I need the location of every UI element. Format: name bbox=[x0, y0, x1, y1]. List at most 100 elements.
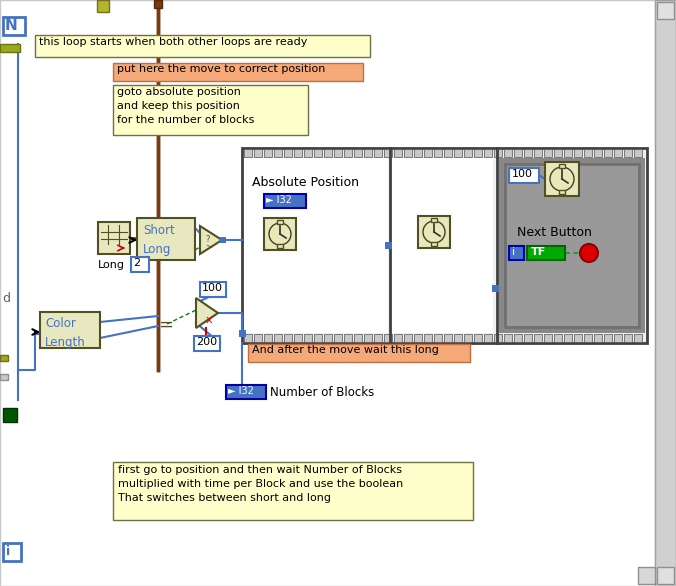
Bar bbox=[248, 344, 470, 362]
Bar bbox=[414, 334, 422, 342]
Bar bbox=[394, 334, 402, 342]
Bar bbox=[242, 148, 647, 343]
Text: Short
Long: Short Long bbox=[143, 224, 175, 256]
Bar bbox=[0, 44, 20, 52]
Bar bbox=[484, 149, 492, 157]
Bar bbox=[544, 334, 552, 342]
Bar bbox=[514, 149, 522, 157]
Bar bbox=[574, 334, 582, 342]
Bar bbox=[634, 334, 642, 342]
Text: Long: Long bbox=[98, 260, 125, 270]
Bar bbox=[604, 149, 612, 157]
Bar bbox=[499, 158, 645, 333]
Bar bbox=[574, 149, 582, 157]
Bar bbox=[424, 149, 432, 157]
Bar bbox=[492, 285, 499, 292]
Bar bbox=[244, 149, 252, 157]
Bar bbox=[384, 149, 392, 157]
Bar bbox=[277, 244, 283, 248]
Text: 200: 200 bbox=[196, 337, 217, 347]
Text: goto absolute position
and keep this position
for the number of blocks: goto absolute position and keep this pos… bbox=[117, 87, 254, 125]
Bar bbox=[504, 334, 512, 342]
Bar bbox=[514, 334, 522, 342]
Bar bbox=[274, 149, 282, 157]
Bar bbox=[418, 216, 450, 248]
Text: first go to position and then wait Number of Blocks
multiplied with time per Blo: first go to position and then wait Numbe… bbox=[118, 465, 404, 503]
Bar bbox=[131, 257, 149, 272]
Bar bbox=[545, 162, 579, 196]
Bar bbox=[137, 218, 195, 260]
Bar bbox=[284, 149, 292, 157]
Bar bbox=[200, 282, 226, 297]
Bar bbox=[534, 149, 542, 157]
Bar bbox=[559, 190, 565, 194]
Bar bbox=[385, 242, 392, 249]
Text: i: i bbox=[6, 545, 10, 558]
Bar bbox=[194, 336, 220, 351]
Bar bbox=[527, 246, 565, 260]
Bar bbox=[524, 149, 532, 157]
Bar bbox=[454, 149, 462, 157]
Bar bbox=[384, 334, 392, 342]
Bar bbox=[504, 149, 512, 157]
Bar bbox=[264, 194, 306, 208]
Text: 100: 100 bbox=[512, 169, 533, 179]
Bar bbox=[534, 334, 542, 342]
Bar bbox=[624, 149, 632, 157]
Bar bbox=[564, 149, 572, 157]
Bar bbox=[474, 334, 482, 342]
Bar bbox=[277, 220, 283, 224]
Bar bbox=[97, 0, 109, 12]
Bar bbox=[484, 334, 492, 342]
Text: N: N bbox=[5, 18, 18, 33]
Bar bbox=[334, 149, 342, 157]
Text: TF: TF bbox=[531, 247, 546, 257]
Bar bbox=[454, 334, 462, 342]
Text: =: = bbox=[158, 316, 173, 334]
Bar bbox=[554, 149, 562, 157]
Text: Number of Blocks: Number of Blocks bbox=[270, 386, 375, 399]
Polygon shape bbox=[196, 298, 218, 328]
Bar bbox=[113, 63, 363, 81]
Bar bbox=[431, 218, 437, 222]
Bar bbox=[464, 149, 472, 157]
Bar bbox=[444, 334, 452, 342]
Bar bbox=[509, 246, 524, 260]
Bar bbox=[544, 149, 552, 157]
Bar bbox=[392, 158, 493, 333]
Bar bbox=[344, 334, 352, 342]
Bar bbox=[414, 149, 422, 157]
Text: x: x bbox=[206, 315, 213, 325]
Bar bbox=[0, 374, 8, 380]
Bar bbox=[244, 158, 388, 333]
Bar bbox=[304, 149, 312, 157]
Bar bbox=[3, 543, 21, 561]
Bar bbox=[394, 149, 402, 157]
Bar bbox=[294, 334, 302, 342]
Bar bbox=[474, 149, 482, 157]
Bar bbox=[505, 164, 639, 327]
Bar bbox=[35, 35, 370, 57]
Bar bbox=[264, 218, 296, 250]
Bar bbox=[584, 334, 592, 342]
Bar bbox=[444, 149, 452, 157]
Bar bbox=[584, 149, 592, 157]
Bar bbox=[614, 334, 622, 342]
Bar bbox=[314, 334, 322, 342]
Bar bbox=[3, 17, 25, 35]
Text: this loop starts when both other loops are ready: this loop starts when both other loops a… bbox=[39, 37, 308, 47]
Bar bbox=[404, 149, 412, 157]
Bar bbox=[294, 149, 302, 157]
Text: >: > bbox=[205, 242, 212, 251]
Bar bbox=[594, 149, 602, 157]
Bar bbox=[324, 334, 332, 342]
Bar bbox=[374, 334, 382, 342]
Bar bbox=[404, 334, 412, 342]
Bar bbox=[344, 149, 352, 157]
Bar bbox=[614, 149, 622, 157]
Bar bbox=[98, 222, 130, 254]
Bar bbox=[634, 149, 642, 157]
Circle shape bbox=[423, 221, 445, 243]
Bar bbox=[524, 334, 532, 342]
Circle shape bbox=[550, 167, 574, 191]
